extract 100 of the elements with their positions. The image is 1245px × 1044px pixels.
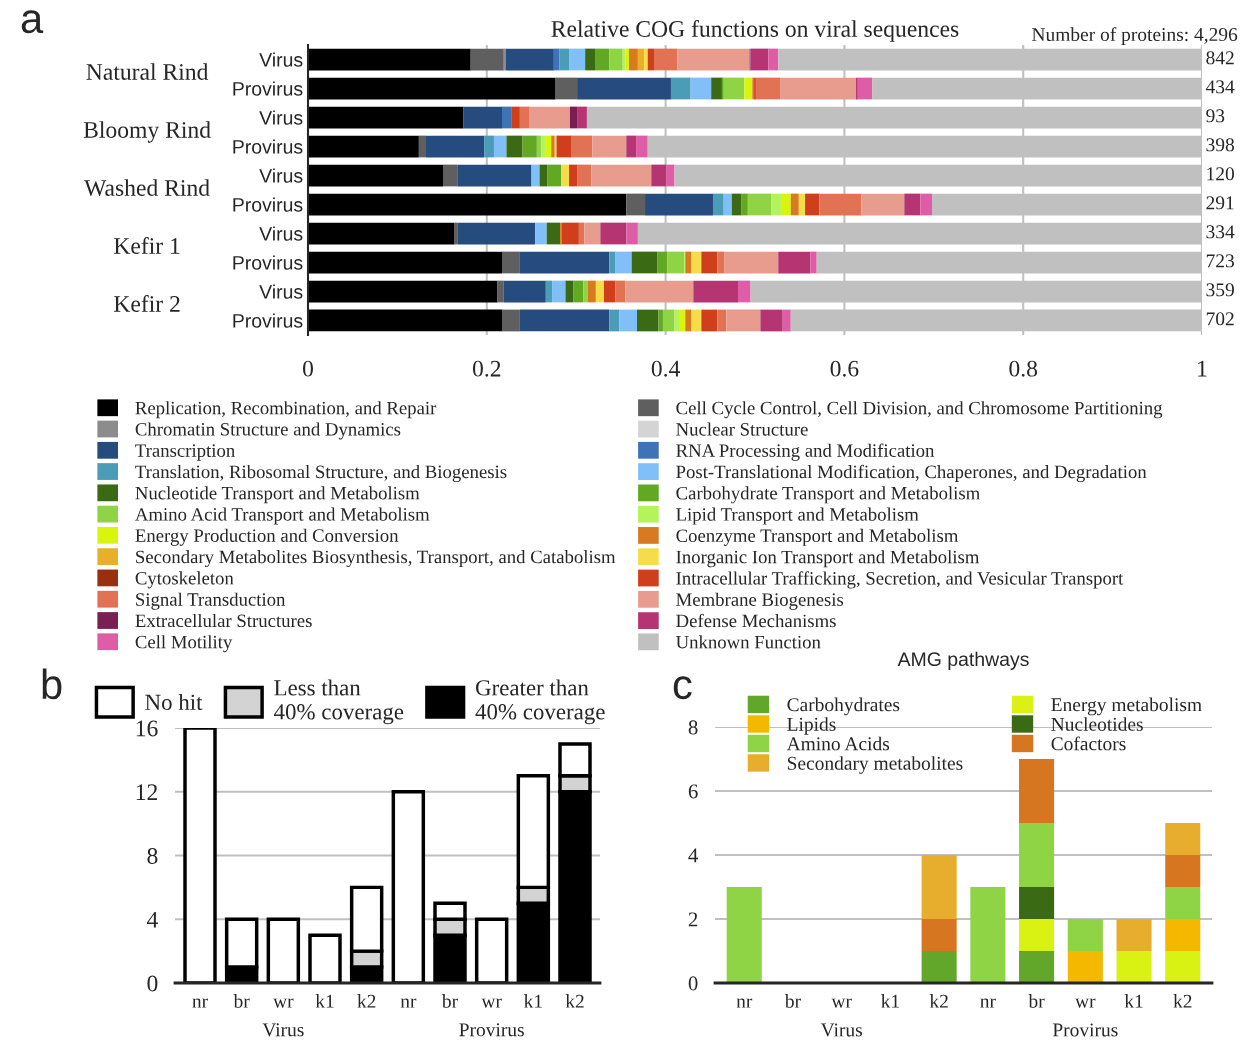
- bar: [497, 280, 504, 303]
- bar: [666, 164, 675, 187]
- bar: [619, 309, 637, 332]
- bar: [308, 193, 627, 216]
- bar: [670, 77, 691, 100]
- x-tick-label: nr: [192, 998, 208, 1008]
- bar: [308, 251, 502, 274]
- bar: [609, 251, 616, 274]
- bar: [577, 164, 592, 187]
- bar: [711, 77, 722, 100]
- text: 398: [1206, 138, 1234, 152]
- legend-label: Nucleotide Transport and Metabolism: [135, 486, 420, 504]
- bar: [805, 193, 820, 216]
- bar: [546, 222, 561, 245]
- bar: [457, 164, 532, 187]
- legend-label: Amino Acids: [786, 736, 890, 751]
- bar: [653, 48, 678, 71]
- legend-label: Greater than 40% coverage: [475, 679, 605, 725]
- legend-label: Translation, Ribosomal Structure, and Biogenesis: [135, 464, 507, 483]
- bar: [625, 280, 694, 303]
- bar: [615, 251, 632, 274]
- text: Provirus: [1052, 1023, 1118, 1037]
- legend-label: Extracellular Structures: [135, 613, 312, 628]
- bar: [723, 193, 732, 216]
- bar: [921, 919, 957, 951]
- bar: [587, 280, 596, 303]
- bar: [609, 309, 620, 332]
- text: c: [673, 676, 692, 700]
- text: Virus: [820, 1023, 862, 1037]
- y-tick-label: 6: [688, 784, 698, 799]
- bar: [701, 309, 718, 332]
- bar: [502, 309, 520, 332]
- bar: [552, 280, 566, 303]
- bar: [819, 193, 862, 216]
- text: 334: [1206, 225, 1235, 239]
- bar: [493, 135, 507, 158]
- bar: [506, 135, 523, 158]
- legend-label: Nucleotides: [1051, 717, 1143, 731]
- bar: [561, 222, 579, 245]
- bar: [503, 280, 546, 303]
- bar: [685, 309, 692, 332]
- bar: [693, 280, 739, 303]
- legend-label: Inorganic Ion Transport and Metabolism: [676, 550, 980, 568]
- bar: [595, 280, 604, 303]
- x-tick-label: 0.6: [830, 360, 859, 377]
- y-tick-label: Virus: [259, 284, 303, 299]
- bar: [1019, 887, 1055, 919]
- text: 359: [1206, 283, 1234, 297]
- bar: [658, 309, 663, 332]
- legend-label: RNA Processing and Modification: [676, 443, 935, 461]
- legend-label: Energy metabolism: [1051, 697, 1202, 716]
- bar: [559, 48, 570, 71]
- y-tick-label: 4: [688, 848, 699, 863]
- bar: [631, 251, 658, 274]
- bar: [810, 251, 817, 274]
- bar: [723, 77, 745, 100]
- bar: [539, 164, 548, 187]
- bar: [535, 222, 547, 245]
- legend-label: Less than 40% coverage: [274, 679, 404, 725]
- x-tick-label: k2: [929, 994, 948, 1008]
- x-tick-label: wr: [831, 998, 852, 1008]
- bar: [577, 106, 587, 129]
- bar: [690, 77, 712, 100]
- x-tick-label: br: [784, 994, 801, 1008]
- bar: [712, 193, 724, 216]
- bar: [594, 48, 610, 71]
- bar: [502, 106, 512, 129]
- legend-label: Intracellular Trafficking, Secretion, and Vesicular Transport: [676, 571, 1124, 589]
- y-tick-label: 8: [147, 847, 158, 864]
- legend-label: Cytoskeleton: [135, 571, 234, 589]
- bar: [636, 135, 648, 158]
- text: Kefir 1: [114, 237, 180, 254]
- x-tick-label: k2: [1173, 994, 1192, 1008]
- legend-label: Cofactors: [1051, 736, 1126, 751]
- legend-label: Lipids: [787, 717, 836, 735]
- x-tick-label: 1: [1198, 360, 1207, 377]
- text: 434: [1205, 80, 1235, 94]
- bar: [760, 309, 783, 332]
- bar: [667, 251, 685, 274]
- bar: [308, 164, 443, 187]
- x-tick-label: wr: [481, 998, 502, 1008]
- bar: [778, 251, 811, 274]
- y-tick-label: Virus: [259, 226, 303, 241]
- legend-label: Coenzyme Transport and Metabolism: [676, 528, 959, 546]
- legend-label: Defense Mechanisms: [676, 613, 836, 628]
- x-tick-label: 0.8: [1009, 360, 1038, 377]
- bar: [511, 106, 520, 129]
- bar: [679, 309, 686, 332]
- text: Kefir 2: [114, 295, 180, 312]
- y-tick-label: 2: [688, 912, 698, 927]
- bar: [529, 106, 570, 129]
- bar: [569, 164, 578, 187]
- bar: [726, 887, 762, 983]
- bar: [519, 309, 610, 332]
- bar: [565, 280, 574, 303]
- bar: [571, 135, 593, 158]
- bar: [970, 887, 1006, 983]
- text: 702: [1206, 312, 1234, 326]
- bar: [636, 309, 659, 332]
- bar: [768, 48, 779, 71]
